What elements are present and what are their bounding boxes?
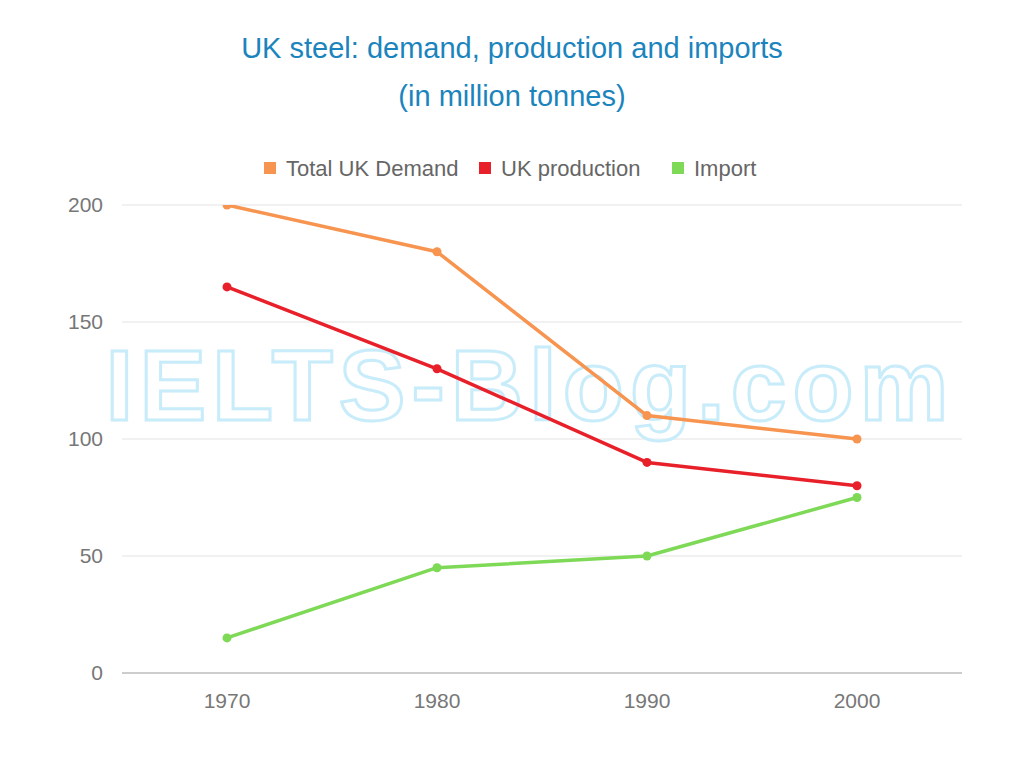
subtitle: (in million tonnes) <box>398 80 625 112</box>
series-point <box>223 282 232 291</box>
chart-root: UK steel: demand, production and imports… <box>0 0 1024 768</box>
series-point <box>643 411 652 420</box>
legend-swatch <box>264 162 276 174</box>
legend-label: Import <box>694 156 756 181</box>
y-tick-label: 50 <box>80 544 103 567</box>
series-point <box>853 481 862 490</box>
series-point <box>223 205 232 210</box>
series-point <box>643 552 652 561</box>
series-point <box>223 633 232 642</box>
grid-line <box>122 556 962 557</box>
grid-line <box>122 322 962 323</box>
legend-label: UK production <box>501 156 640 181</box>
y-tick-label: 150 <box>68 310 103 333</box>
legend: Total UK Demand UK production Import <box>264 156 756 181</box>
y-tick-label: 0 <box>91 661 103 684</box>
legend-label: Total UK Demand <box>286 156 458 181</box>
x-tick-label: 1980 <box>414 689 461 712</box>
x-axis-line <box>122 672 962 674</box>
y-tick-label: 200 <box>68 193 103 216</box>
grid-line <box>122 205 962 206</box>
chart: UK steel: demand, production and imports… <box>0 0 1024 768</box>
plot-data <box>223 205 862 642</box>
series-point <box>853 493 862 502</box>
series-line <box>227 287 857 486</box>
series-point <box>853 435 862 444</box>
title: UK steel: demand, production and imports <box>241 32 783 64</box>
watermark: IELTS-Blog.com <box>106 329 955 441</box>
series-point <box>433 563 442 572</box>
x-tick-label: 2000 <box>834 689 881 712</box>
x-tick-label: 1970 <box>204 689 251 712</box>
series-point <box>433 247 442 256</box>
series-point <box>643 458 652 467</box>
series-line <box>227 498 857 638</box>
x-tick-label: 1990 <box>624 689 671 712</box>
legend-swatch <box>672 162 684 174</box>
y-tick-label: 100 <box>68 427 103 450</box>
legend-swatch <box>479 162 491 174</box>
series-point <box>433 364 442 373</box>
